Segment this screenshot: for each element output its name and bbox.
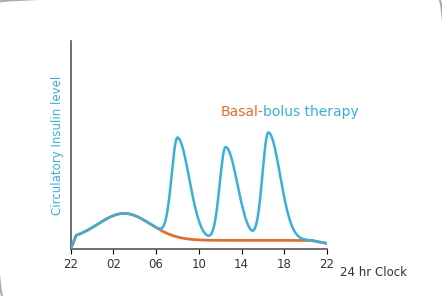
Y-axis label: Circulatory Insulin level: Circulatory Insulin level	[51, 75, 64, 215]
Text: 24 hr Clock: 24 hr Clock	[340, 266, 408, 279]
Text: Basal-: Basal-	[220, 105, 263, 120]
Text: bolus therapy: bolus therapy	[263, 105, 359, 120]
